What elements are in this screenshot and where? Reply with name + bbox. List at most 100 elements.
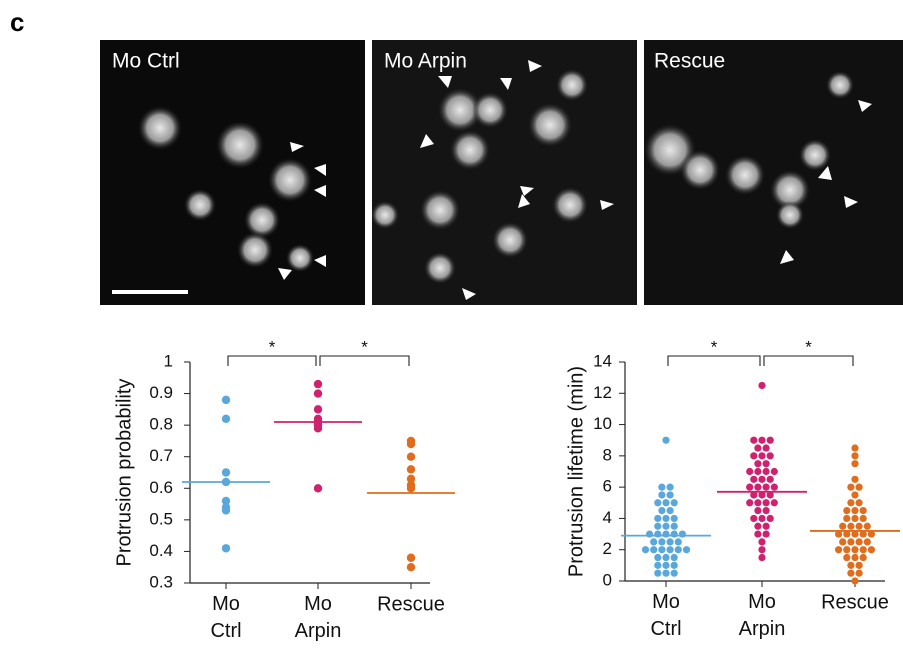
y-tick-label: 6 [603, 477, 612, 496]
data-point [654, 514, 662, 523]
data-point [843, 507, 851, 515]
data-point [221, 414, 231, 424]
data-point [313, 389, 323, 398]
data-point [750, 514, 758, 523]
image-label: Rescue [654, 50, 725, 73]
data-point [746, 467, 754, 476]
image-label: Mo Ctrl [112, 50, 180, 73]
y-tick-label: 2 [603, 539, 612, 558]
data-point [674, 546, 682, 554]
data-point [754, 444, 762, 452]
data-point [762, 530, 770, 538]
data-point [758, 538, 766, 546]
data-point [406, 474, 416, 484]
data-point [863, 522, 871, 530]
significance-label: * [711, 337, 718, 356]
data-point [843, 514, 851, 523]
data-point [670, 561, 678, 569]
data-point [766, 491, 774, 499]
y-axis-label: Protrusion probability [113, 379, 135, 567]
data-point [859, 546, 867, 554]
data-point [406, 563, 416, 572]
data-point [666, 507, 674, 515]
data-point [758, 491, 766, 499]
data-point [851, 444, 859, 452]
data-point [666, 483, 674, 491]
y-tick-label: 4 [603, 508, 612, 527]
y-tick-label: 0.8 [149, 415, 173, 434]
micrograph [372, 40, 637, 305]
data-point [750, 475, 758, 483]
data-point [662, 514, 670, 523]
data-point [650, 538, 658, 546]
data-point [650, 546, 658, 554]
data-point [855, 522, 863, 530]
data-point [762, 467, 770, 476]
data-point [406, 553, 416, 562]
data-point [855, 483, 863, 491]
data-point [658, 483, 666, 491]
data-point [851, 460, 859, 468]
data-point [406, 439, 416, 449]
data-point [670, 499, 678, 507]
data-point [670, 553, 678, 562]
significance-bracket [319, 355, 410, 366]
y-tick-label: 0 [603, 570, 612, 589]
data-point [313, 484, 323, 493]
data-point [847, 522, 855, 530]
data-point [770, 499, 778, 507]
x-tick-label: Rescue [377, 593, 445, 615]
y-tick-label: 14 [593, 351, 612, 370]
data-point [754, 460, 762, 468]
y-tick-label: 10 [593, 414, 612, 433]
data-point [221, 395, 231, 405]
data-point [851, 475, 859, 483]
data-point [670, 522, 678, 530]
data-point [855, 499, 863, 507]
data-point [674, 538, 682, 546]
data-point [762, 483, 770, 491]
data-point [406, 452, 416, 461]
data-point [662, 436, 670, 444]
data-point [851, 577, 859, 585]
data-point [662, 522, 670, 530]
data-point [766, 436, 774, 444]
data-point [847, 561, 855, 569]
data-point [754, 499, 762, 507]
data-point [851, 507, 859, 515]
data-point [641, 546, 650, 554]
data-point [859, 530, 867, 538]
data-point [682, 546, 691, 554]
data-point [855, 561, 863, 569]
data-point [851, 452, 859, 460]
significance-bracket [763, 355, 854, 366]
y-tick-label: 8 [603, 445, 612, 464]
data-point [750, 436, 758, 444]
data-point [654, 553, 662, 562]
data-point [670, 514, 678, 523]
data-point [762, 460, 770, 468]
data-point [221, 544, 231, 553]
data-point [313, 424, 323, 433]
data-point [654, 499, 662, 507]
data-point [654, 522, 662, 530]
data-point [758, 381, 766, 390]
data-point [835, 530, 843, 538]
x-tick-label: Mo Arpin [295, 593, 342, 642]
data-point [847, 569, 855, 577]
data-point [754, 522, 762, 530]
data-point [654, 561, 662, 569]
y-axis-label: Protrusion lifetime (min) [565, 366, 587, 577]
data-point [221, 506, 231, 515]
data-point [754, 467, 762, 476]
data-point [758, 546, 766, 554]
panel-label: c [10, 7, 24, 37]
data-point [754, 507, 762, 515]
data-point [851, 546, 859, 554]
data-point [839, 522, 847, 530]
data-point [746, 499, 754, 507]
data-point [654, 530, 662, 538]
data-point [766, 452, 774, 460]
data-point [867, 530, 876, 538]
